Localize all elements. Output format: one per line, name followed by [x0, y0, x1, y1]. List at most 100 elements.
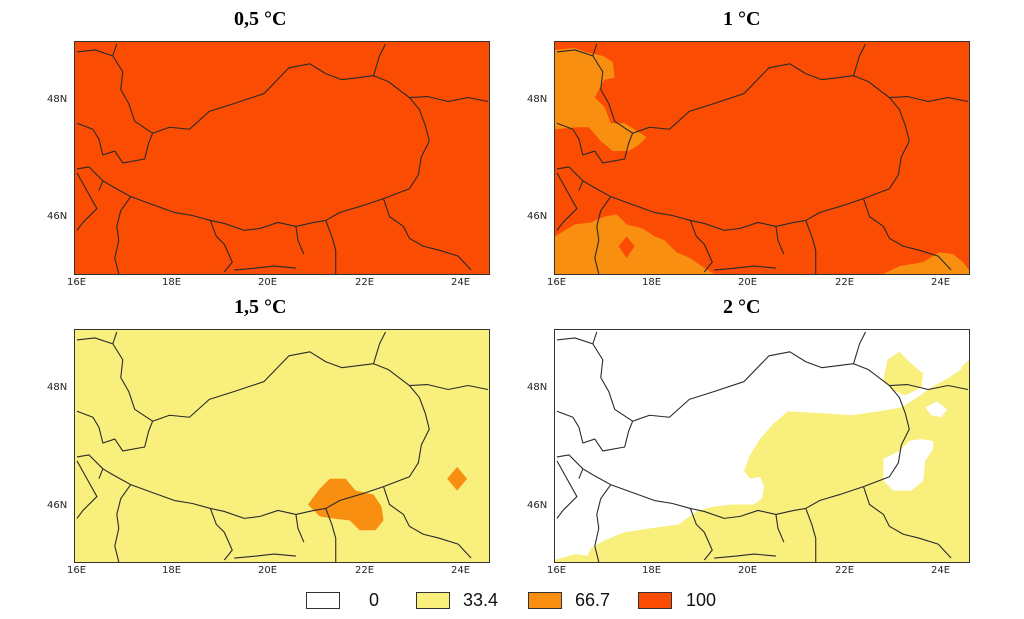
- map-fill-region: [618, 236, 635, 259]
- country-border-line: [556, 97, 910, 231]
- country-border-line: [556, 460, 578, 519]
- lat-tick: 48N: [47, 94, 68, 105]
- map-panel-1-5c: [74, 329, 490, 563]
- country-border-line: [805, 220, 817, 274]
- legend-swatch-33-4: [416, 592, 450, 609]
- map-fill-region: [75, 330, 489, 562]
- country-border-line: [556, 385, 910, 519]
- country-border-line: [592, 331, 598, 345]
- country-border-line: [592, 43, 598, 57]
- country-border-line: [114, 196, 132, 274]
- country-border-line: [76, 337, 489, 422]
- map-panel-0-5c: [74, 41, 490, 275]
- country-border-line: [373, 43, 386, 76]
- lon-tick: 22E: [355, 277, 375, 288]
- lon-tick: 16E: [547, 277, 567, 288]
- country-border-line: [325, 220, 337, 274]
- map-fill-region: [584, 363, 969, 562]
- country-border-line: [234, 265, 296, 271]
- country-border-line: [76, 410, 154, 452]
- country-border-line: [382, 486, 472, 559]
- country-border-line: [76, 172, 98, 231]
- country-border-line: [578, 180, 584, 191]
- country-border-line: [853, 43, 866, 76]
- country-border-line: [76, 49, 489, 134]
- lon-tick: 24E: [931, 277, 951, 288]
- map-fill-region: [447, 466, 468, 491]
- lat-tick: 48N: [47, 382, 68, 393]
- lon-tick: 18E: [162, 565, 182, 576]
- panel-title-2c: 2 °C: [723, 296, 761, 318]
- lat-tick: 46N: [527, 500, 548, 511]
- country-border-line: [775, 514, 785, 543]
- country-border-line: [556, 122, 634, 164]
- lon-tick: 24E: [451, 277, 471, 288]
- country-border-line: [689, 508, 713, 561]
- map-fill-region: [883, 439, 934, 491]
- map-fill-region: [925, 401, 948, 418]
- map-canvas: [555, 42, 969, 274]
- lon-tick: 24E: [451, 565, 471, 576]
- legend-label-100: 100: [686, 590, 717, 610]
- legend-swatch-0: [306, 592, 340, 609]
- map-panel-2c: [554, 329, 970, 563]
- map-fill-region: [883, 252, 969, 274]
- lat-tick: 48N: [527, 382, 548, 393]
- country-border-line: [714, 265, 776, 271]
- panel-title-1-5c: 1,5 °C: [234, 296, 287, 318]
- country-border-line: [853, 331, 866, 364]
- country-border-line: [76, 460, 98, 519]
- map-fill-region: [961, 359, 969, 382]
- lon-tick: 20E: [258, 277, 278, 288]
- legend-swatch-66-7: [528, 592, 562, 609]
- lon-tick: 16E: [547, 565, 567, 576]
- country-border-line: [234, 553, 296, 559]
- lon-tick: 22E: [835, 277, 855, 288]
- country-border-line: [862, 198, 952, 271]
- map-fill-region: [555, 554, 595, 562]
- country-border-line: [98, 180, 104, 191]
- country-border-line: [578, 468, 584, 479]
- lon-tick: 22E: [835, 565, 855, 576]
- country-border-line: [689, 220, 713, 273]
- country-border-line: [112, 43, 118, 57]
- lon-tick: 16E: [67, 277, 87, 288]
- country-border-line: [76, 122, 154, 164]
- lon-tick: 18E: [162, 277, 182, 288]
- lat-tick: 46N: [527, 211, 548, 222]
- country-border-line: [382, 198, 472, 271]
- country-border-line: [556, 337, 969, 422]
- country-border-line: [209, 220, 233, 273]
- country-border-line: [325, 508, 337, 562]
- legend-label-0: 0: [369, 590, 380, 610]
- country-border-line: [714, 553, 776, 559]
- country-border-line: [295, 514, 305, 543]
- map-canvas: [555, 330, 969, 562]
- lon-tick: 16E: [67, 565, 87, 576]
- legend-label-66-7: 66.7: [575, 590, 611, 610]
- country-border-line: [76, 97, 430, 231]
- country-border-line: [295, 226, 305, 255]
- lon-tick: 24E: [931, 565, 951, 576]
- country-border-line: [556, 172, 578, 231]
- lat-tick: 46N: [47, 500, 68, 511]
- map-canvas: [75, 330, 489, 562]
- country-border-line: [373, 331, 386, 364]
- lon-tick: 20E: [738, 277, 758, 288]
- map-fill-region: [75, 42, 489, 274]
- lon-tick: 22E: [355, 565, 375, 576]
- country-border-line: [594, 484, 612, 562]
- map-panel-1c: [554, 41, 970, 275]
- legend-label-33-4: 33.4: [463, 590, 499, 610]
- country-border-line: [594, 196, 612, 274]
- lon-tick: 18E: [642, 565, 662, 576]
- lon-tick: 20E: [738, 565, 758, 576]
- map-fill-region: [555, 47, 647, 152]
- legend-swatch-100: [638, 592, 672, 609]
- lon-tick: 20E: [258, 565, 278, 576]
- lat-tick: 46N: [47, 211, 68, 222]
- lon-tick: 18E: [642, 277, 662, 288]
- country-border-line: [209, 508, 233, 561]
- country-border-line: [805, 508, 817, 562]
- country-border-line: [114, 484, 132, 562]
